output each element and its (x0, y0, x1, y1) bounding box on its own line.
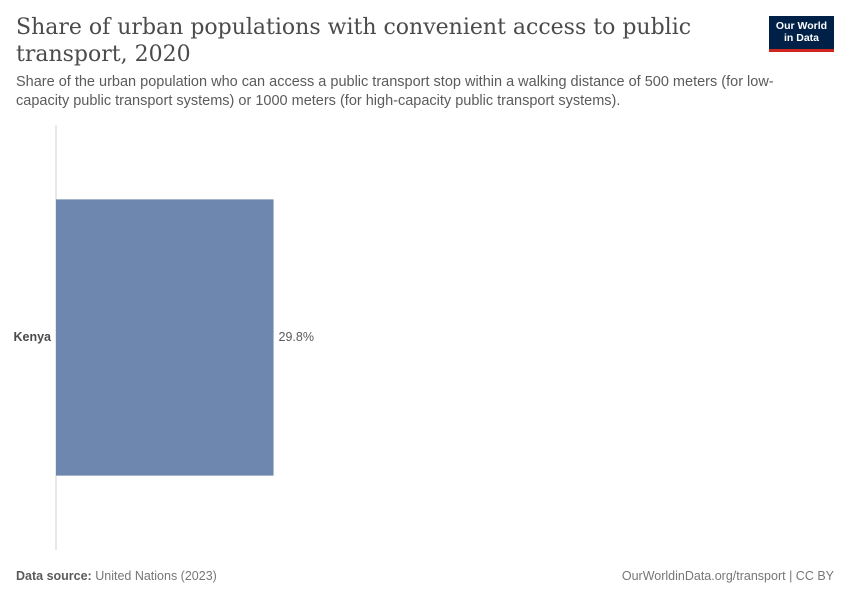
chart-title: Share of urban populations with convenie… (16, 15, 692, 67)
license-link[interactable]: CC BY (795, 569, 834, 583)
source-link[interactable]: OurWorldinData.org/transport (621, 569, 786, 583)
logo-line-1: Our World (775, 20, 828, 32)
bar-chart: Kenya 29.8% (13, 125, 314, 550)
chart-subtitle: Share of the urban population who can ac… (16, 74, 774, 109)
data-source: Data source: United Nations (2023) (16, 569, 217, 583)
owid-logo[interactable]: Our World in Data (769, 16, 834, 52)
footer-separator: | (785, 569, 796, 583)
logo-line-2: in Data (783, 32, 819, 44)
value-label: 29.8% (279, 330, 314, 344)
data-source-label: Data source: (16, 569, 92, 583)
footer-links: OurWorldinData.org/transport | CC BY (622, 569, 834, 583)
bar-kenya[interactable] (56, 199, 274, 476)
data-source-value: United Nations (2023) (95, 569, 217, 583)
category-label: Kenya (13, 330, 52, 344)
